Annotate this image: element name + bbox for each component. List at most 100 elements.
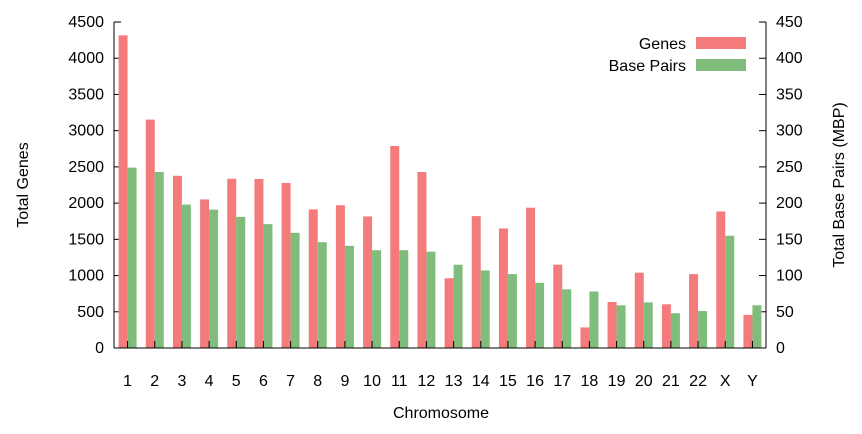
x-tick-label: X: [720, 373, 731, 390]
y-tick-label: 1500: [68, 231, 104, 248]
x-tick-label: 7: [286, 373, 295, 390]
bar-genes: [172, 175, 182, 348]
y-tick-label: 500: [77, 304, 104, 321]
bar-base-pairs: [453, 264, 463, 348]
bar-genes: [281, 182, 291, 348]
y2-tick-label: 450: [776, 14, 803, 31]
x-tick-label: 4: [205, 373, 214, 390]
x-tick-label: 16: [526, 373, 544, 390]
bar-base-pairs: [209, 209, 219, 348]
x-tick-label: 13: [445, 373, 463, 390]
bar-genes: [227, 178, 237, 348]
y-tick-label: 0: [95, 340, 104, 357]
x-tick-label: 6: [259, 373, 268, 390]
x-tick-label: 20: [635, 373, 653, 390]
bar-genes: [716, 211, 726, 348]
bar-base-pairs: [562, 289, 572, 348]
bar-genes: [526, 207, 536, 348]
y2-tick-label: 50: [776, 304, 794, 321]
bar-base-pairs: [154, 171, 164, 348]
y-tick-label: 3500: [68, 86, 104, 103]
bar-base-pairs: [317, 242, 327, 348]
legend-label-base-pairs: Base Pairs: [609, 58, 686, 75]
x-tick-label: Y: [747, 373, 758, 390]
x-tick-label: 17: [553, 373, 571, 390]
bar-base-pairs: [535, 282, 545, 348]
bar-genes: [335, 205, 345, 348]
bar-base-pairs: [507, 274, 517, 348]
legend: Genes Base Pairs: [609, 36, 746, 75]
x-tick-label: 22: [689, 373, 707, 390]
bar-genes: [689, 274, 699, 348]
bars: [118, 35, 762, 349]
x-tick-label: 15: [499, 373, 517, 390]
bar-base-pairs: [643, 302, 653, 348]
bar-base-pairs: [399, 250, 409, 348]
bar-base-pairs: [589, 291, 599, 348]
bar-genes: [553, 264, 563, 348]
legend-swatch-base-pairs: [696, 59, 746, 71]
bar-genes: [444, 278, 454, 348]
bar-base-pairs: [263, 224, 273, 348]
y-tick-label: 2500: [68, 159, 104, 176]
y2-tick-label: 400: [776, 50, 803, 67]
bar-base-pairs: [290, 232, 300, 348]
y2-tick-label: 200: [776, 195, 803, 212]
bar-base-pairs: [725, 235, 735, 348]
bar-base-pairs: [616, 305, 626, 348]
bar-genes: [308, 209, 318, 348]
bar-genes: [254, 178, 264, 348]
bar-genes: [200, 199, 210, 348]
bar-genes: [661, 304, 671, 348]
x-tick-label: 8: [313, 373, 322, 390]
axes: [113, 22, 767, 349]
bar-genes: [471, 216, 481, 348]
bar-base-pairs: [127, 167, 137, 348]
x-tick-label: 11: [391, 373, 408, 390]
bar-base-pairs: [372, 250, 382, 348]
x-tick-label: 2: [150, 373, 159, 390]
x-tick-label: 3: [177, 373, 186, 390]
y2-tick-label: 300: [776, 123, 803, 140]
bar-base-pairs: [752, 305, 762, 348]
y2-tick-label: 250: [776, 159, 803, 176]
bar-genes: [607, 301, 617, 348]
y-tick-label: 3000: [68, 123, 104, 140]
y2-tick-label: 0: [776, 340, 785, 357]
bar-genes: [417, 172, 427, 348]
bar-base-pairs: [698, 311, 708, 348]
y-tick-label: 2000: [68, 195, 104, 212]
x-tick-label: 10: [363, 373, 381, 390]
y-tick-label: 4500: [68, 14, 104, 31]
y-tick-label: 4000: [68, 50, 104, 67]
bar-base-pairs: [670, 313, 680, 348]
legend-label-genes: Genes: [639, 36, 686, 53]
x-tick-label: 5: [232, 373, 241, 390]
bar-genes: [580, 327, 590, 348]
x-tick-label: 18: [581, 373, 599, 390]
bar-genes: [363, 216, 373, 348]
bar-genes: [145, 119, 155, 348]
legend-swatch-genes: [696, 37, 746, 49]
bar-genes: [634, 272, 644, 348]
x-tick-label: 21: [662, 373, 680, 390]
x-tick-label: 14: [472, 373, 490, 390]
y-axis-title: Total Genes: [15, 142, 32, 227]
bar-genes: [390, 146, 400, 348]
left-axis-ticks: 0 500 1000 1500 2000 2500 3000 3500 4000 4500: [68, 14, 121, 357]
y-tick-label: 1000: [68, 268, 104, 285]
bar-genes: [743, 314, 753, 348]
bar-base-pairs: [480, 270, 490, 348]
y2-tick-label: 150: [776, 231, 803, 248]
bar-genes: [118, 35, 128, 349]
bar-base-pairs: [236, 216, 246, 348]
bar-genes: [498, 228, 508, 348]
bar-base-pairs: [426, 251, 436, 348]
y2-tick-label: 350: [776, 86, 803, 103]
bar-base-pairs: [344, 245, 354, 348]
right-axis-ticks: 0 50 100 150 200 250 300 350 400 450: [759, 14, 803, 357]
y2-axis-title: Total Base Pairs (MBP): [831, 102, 848, 267]
bar-base-pairs: [181, 204, 191, 348]
x-tick-label: 1: [123, 373, 132, 390]
